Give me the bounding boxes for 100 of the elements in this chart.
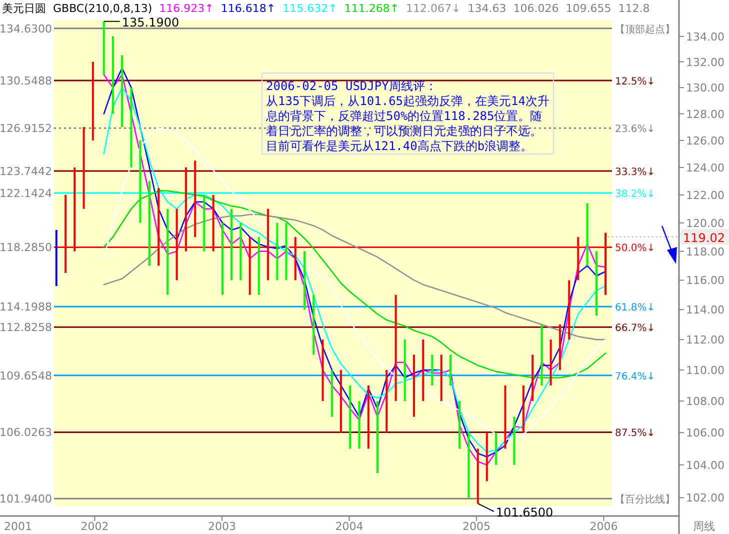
text: 116.618↑ (220, 2, 276, 15)
bar (586, 203, 588, 266)
text: 2001 (4, 520, 32, 533)
bar (513, 416, 516, 465)
chart-title: 美元日圆 (2, 2, 46, 15)
chart-subtitle: GBBC(210,0,8,13) (53, 2, 152, 15)
bar (367, 385, 370, 449)
y-tick-label: 134.00 (686, 30, 724, 44)
text: 112.8 (618, 2, 650, 15)
bar (404, 340, 406, 402)
bar (55, 230, 58, 286)
bar (495, 432, 498, 465)
bar (486, 432, 488, 482)
annotation: 101.6500 (496, 506, 554, 520)
annotation: 目前可看作是美元从121.40高点下跌的b浪调整。 (266, 139, 533, 153)
bar (440, 354, 442, 402)
bar (468, 432, 470, 498)
ref-line-label: 61.8%↓ (615, 302, 656, 314)
bar (358, 401, 360, 449)
y-tick-label: 128.00 (686, 108, 724, 121)
bar (412, 354, 415, 417)
bar (458, 401, 461, 449)
bar (258, 237, 260, 295)
bar (112, 36, 114, 114)
bar (558, 324, 561, 370)
bar (330, 370, 333, 417)
ref-line-label: 38.2%↓ (615, 188, 656, 200)
y-tick-label: 102.00 (686, 492, 724, 505)
line-series (103, 190, 606, 378)
text: 112.067↓ (406, 2, 461, 15)
bar (82, 127, 85, 209)
annotation: 119.02 (683, 230, 725, 245)
annotation: 126.9152 (0, 122, 52, 136)
bar (194, 160, 196, 238)
bar (540, 324, 543, 386)
y-tick-label: 130.00 (686, 82, 724, 95)
y-tick-label: 114.00 (686, 304, 724, 317)
annotation: 114.1988 (0, 300, 52, 314)
annotation: 着日元汇率的调整，可以预测日元走强的日子不远。 (266, 124, 542, 138)
ref-line-label: 12.5%↓ (615, 76, 656, 88)
ref-line-label: 【百分比线】 (615, 494, 675, 506)
text: 134.63 (468, 2, 506, 15)
bar (221, 222, 224, 295)
bar (386, 370, 388, 433)
bar (532, 354, 534, 402)
y-tick-label: 118.00 (686, 245, 724, 258)
line-series (103, 214, 606, 340)
bar (276, 222, 278, 280)
annotation: 2006-02-05 USDJPY周线评： (266, 79, 437, 93)
bar (394, 294, 397, 402)
bar (139, 140, 142, 223)
bar (476, 448, 479, 504)
text: 109.655 (566, 2, 612, 15)
bar (431, 354, 434, 386)
ref-line-label: 33.3%↓ (615, 166, 656, 178)
y-tick-label: 110.00 (686, 364, 724, 378)
bar (102, 21, 105, 75)
bar (285, 222, 288, 280)
annotation: 109.6548 (0, 369, 52, 382)
x-tick-label: 2003 (208, 520, 236, 533)
bar (304, 251, 306, 310)
bar (166, 208, 169, 295)
bar (240, 222, 242, 280)
annotation: 130.5488 (0, 74, 52, 88)
bar (422, 340, 424, 402)
bar (376, 401, 378, 474)
annotation: 123.7442 (0, 164, 52, 178)
y-tick-label: 122.00 (686, 188, 724, 202)
bar (322, 340, 324, 402)
bar (568, 280, 570, 340)
bar (550, 340, 552, 386)
bar (522, 385, 524, 433)
ref-line-label: 66.7%↓ (615, 323, 656, 334)
bar (92, 62, 94, 140)
ref-line-label: 【顶部起点】 (615, 23, 675, 36)
bar (595, 251, 598, 316)
x-tick-label: 2005 (462, 520, 490, 533)
bar (312, 294, 315, 355)
x-tick-label: 2004 (335, 520, 364, 533)
annotation: 101.9400 (0, 492, 52, 506)
bar (349, 385, 352, 449)
ref-line-label: 50.0%↓ (615, 243, 656, 254)
annotation: 135.1900 (122, 15, 180, 30)
ref-line-label: 87.5%↓ (615, 428, 656, 440)
text: 周线 (693, 520, 715, 533)
annotation: 112.8258 (0, 321, 52, 334)
ref-line-label: 23.6%↓ (615, 124, 656, 136)
y-tick-label: 132.00 (686, 56, 724, 69)
text: 106.026 (513, 2, 559, 15)
x-tick-label: 2006 (590, 520, 618, 533)
y-tick-label: 108.00 (686, 395, 724, 408)
bar (203, 194, 206, 252)
y-tick-label: 124.00 (686, 161, 724, 174)
annotation: 息的背景下，反弹超过50%的位置118.285位置。随 (265, 109, 542, 123)
bar (450, 354, 452, 386)
annotation: 122.1424 (0, 186, 52, 200)
text: 111.268↑ (344, 2, 400, 15)
text: 115.632↑ (282, 2, 338, 15)
bar (148, 181, 150, 266)
y-tick-label: 120.00 (686, 216, 724, 230)
